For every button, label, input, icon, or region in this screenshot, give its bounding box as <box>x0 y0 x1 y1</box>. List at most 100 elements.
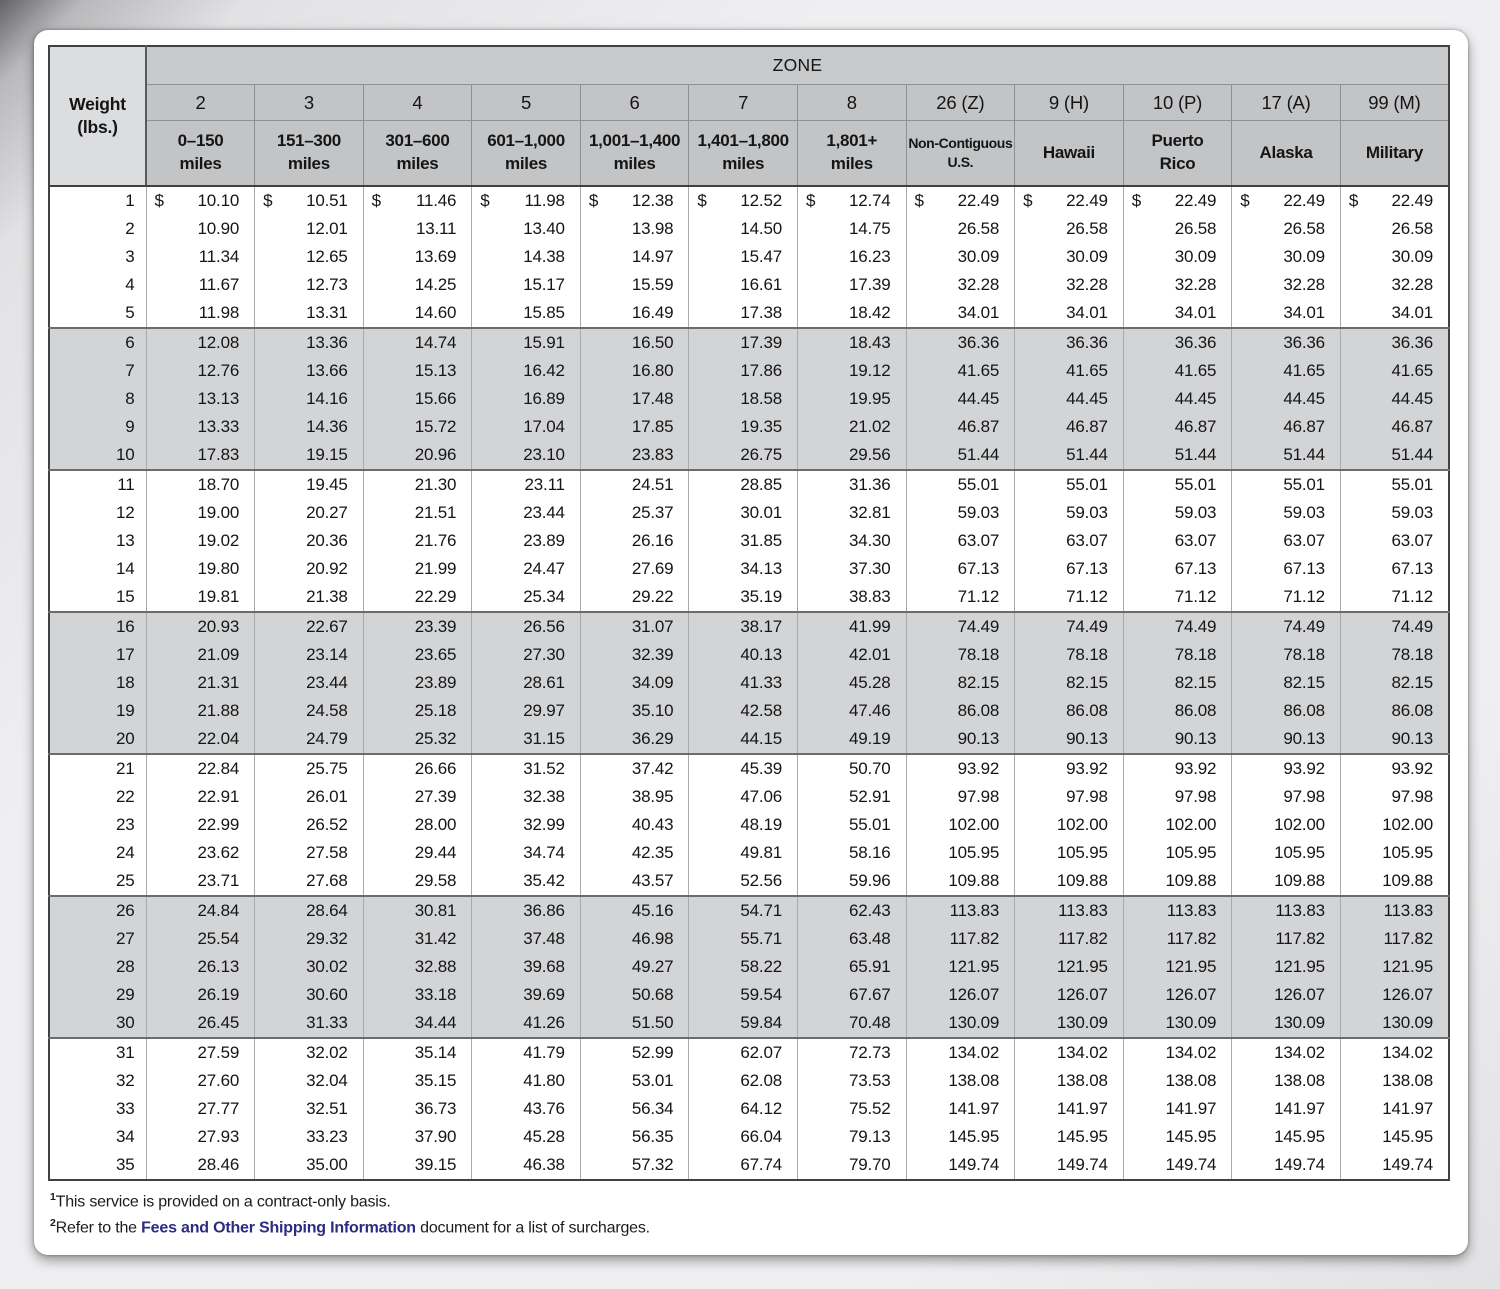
footnote-1-text: This service is provided on a contract-o… <box>55 1193 391 1211</box>
rate-value: 38.95 <box>631 787 674 806</box>
rate-cell: 117.82 <box>1122 925 1232 953</box>
rate-cell: 141.97 <box>1014 1095 1124 1123</box>
rate-value: 19.02 <box>197 531 240 550</box>
rate-value: 23.11 <box>524 475 565 494</box>
rate-value: 21.31 <box>197 673 240 692</box>
rate-cell: 141.97 <box>905 1095 1015 1123</box>
rate-cell: 13.98 <box>579 215 689 243</box>
fees-info-link[interactable]: Fees and Other Shipping Information <box>141 1219 416 1237</box>
rate-cell: 78.18 <box>905 641 1015 669</box>
rate-cell: 18.42 <box>796 299 907 328</box>
rate-value: 10.90 <box>197 219 240 238</box>
rate-cell: 25.34 <box>471 583 581 612</box>
rate-cell: 46.87 <box>1231 413 1341 441</box>
rate-cell: 102.00 <box>1339 811 1449 839</box>
rate-value: 19.81 <box>197 587 240 606</box>
rate-value: 58.16 <box>849 843 891 862</box>
rate-value: 15.17 <box>523 275 565 294</box>
rate-cell: 62.07 <box>688 1037 798 1067</box>
zone-header-3: 3 <box>254 84 364 121</box>
rate-cell: 13.40 <box>471 215 581 243</box>
rate-cell: 46.87 <box>905 413 1015 441</box>
rate-value: 22.04 <box>197 729 240 748</box>
rate-value: 42.35 <box>631 843 674 862</box>
rate-value: 41.79 <box>523 1043 565 1062</box>
rate-value: 16.89 <box>523 389 565 408</box>
rate-cell: 71.12 <box>905 583 1015 612</box>
rate-cell: 65.91 <box>796 953 907 981</box>
rate-cell: 67.67 <box>796 981 907 1009</box>
weight-value: 11 <box>49 469 146 499</box>
rate-value: 134.02 <box>948 1043 1000 1062</box>
footnote-2-text-post: document for a list of surcharges. <box>415 1219 650 1237</box>
rate-cell: 26.58 <box>1231 215 1341 243</box>
rate-cell: 134.02 <box>1339 1037 1449 1067</box>
rate-value: 15.91 <box>523 333 565 352</box>
weight-value: 31 <box>49 1037 146 1067</box>
rate-value: 141.97 <box>1274 1099 1325 1118</box>
rate-value: 145.95 <box>1056 1127 1108 1146</box>
rate-value: 126.07 <box>1165 985 1217 1004</box>
weight-value: 34 <box>49 1123 146 1151</box>
rate-value: 22.67 <box>306 617 348 636</box>
rate-value: 70.48 <box>849 1013 891 1032</box>
rate-cell: 22.84 <box>145 753 255 783</box>
rate-cell: 67.13 <box>905 555 1015 583</box>
rate-cell: 48.19 <box>688 811 798 839</box>
rate-value: 90.13 <box>1391 729 1433 748</box>
rate-value: 23.71 <box>197 871 240 890</box>
zone-range-header: 0–150 miles <box>145 120 255 187</box>
rate-cell: 17.39 <box>688 327 798 357</box>
rate-value: 49.81 <box>740 843 782 862</box>
rate-cell: 82.15 <box>905 669 1015 697</box>
rate-value: 25.18 <box>414 701 457 720</box>
rate-cell: 27.60 <box>145 1067 255 1095</box>
rate-value: 19.15 <box>306 445 348 464</box>
rate-cell: 13.69 <box>362 243 472 271</box>
rate-value: 36.36 <box>1066 333 1108 352</box>
rate-value: 138.08 <box>1274 1071 1325 1090</box>
rate-cell: 109.88 <box>1231 867 1341 896</box>
dollar-sign: $ <box>588 191 599 210</box>
rate-value: 109.88 <box>1056 871 1108 890</box>
rate-cell: 36.36 <box>1231 327 1341 357</box>
rate-value: 29.97 <box>523 701 565 720</box>
rate-value: 31.36 <box>849 475 891 494</box>
rate-cell: 42.01 <box>796 641 907 669</box>
rate-cell: 102.00 <box>1231 811 1341 839</box>
rate-value: 26.01 <box>306 787 348 806</box>
rate-cell: 29.22 <box>579 583 689 612</box>
rate-value: 11.67 <box>198 275 240 294</box>
rate-cell: 74.49 <box>1339 611 1449 641</box>
weight-value: 29 <box>49 981 146 1009</box>
weight-value: 14 <box>49 555 146 583</box>
rate-value: 43.57 <box>631 871 674 890</box>
dollar-sign: $ <box>1348 191 1359 210</box>
rate-cell: 59.03 <box>1122 499 1232 527</box>
rate-cell: 15.59 <box>579 271 689 299</box>
rate-cell: 75.52 <box>796 1095 907 1123</box>
rate-cell: 149.74 <box>905 1151 1015 1180</box>
rate-cell: 31.52 <box>471 753 581 783</box>
rate-cell: 52.56 <box>688 867 798 896</box>
rate-cell: 44.15 <box>688 725 798 754</box>
rate-cell: 26.45 <box>145 1009 255 1038</box>
rate-cell: 109.88 <box>1339 867 1449 896</box>
rate-row: 27 25.54 29.32 31.42 37.48 46.98 55.71 63.48 117… <box>49 925 1449 953</box>
table-header: Weight (lbs.) ZONE 2 3 4 5 6 7 8 26 (Z) 9 (H) 10 … <box>49 46 1449 187</box>
rate-cell: 41.33 <box>688 669 798 697</box>
rate-cell: 16.49 <box>579 299 689 328</box>
rate-value: 17.83 <box>197 445 240 464</box>
rate-value: 26.52 <box>306 815 348 834</box>
rate-cell: 16.80 <box>579 357 689 385</box>
rate-cell: 13.31 <box>254 299 364 328</box>
rate-cell: 26.58 <box>1014 215 1124 243</box>
rate-value: 26.58 <box>1391 219 1433 238</box>
rate-cell: 46.38 <box>471 1151 581 1180</box>
rate-cell: 90.13 <box>1014 725 1124 754</box>
dollar-sign: $ <box>1023 191 1033 210</box>
rate-cell: 55.01 <box>905 469 1015 499</box>
rate-value: 11.46 <box>415 191 457 210</box>
rate-cell: 13.33 <box>145 413 255 441</box>
rate-value: 121.95 <box>1274 957 1325 976</box>
